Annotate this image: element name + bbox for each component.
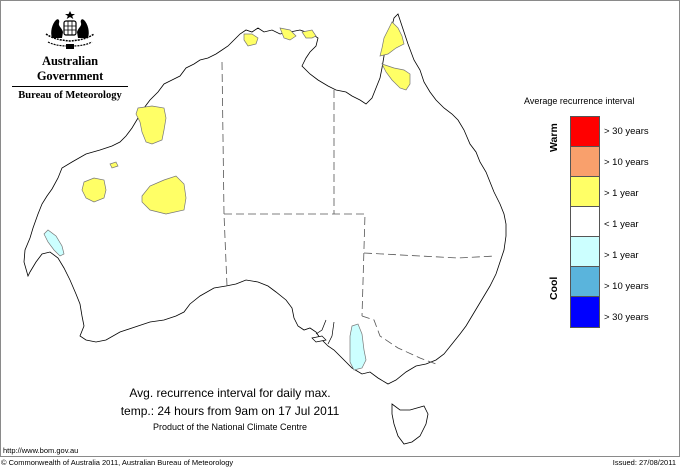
legend-label: > 10 years [604,281,649,292]
org-name: Australian Government [36,54,104,83]
state-borders [221,61,496,365]
legend-color-scale [570,116,600,328]
western-victoria-cool-region [349,323,367,371]
agency-name: Bureau of Meteorology [18,90,122,101]
legend-swatch-warm-10 [571,147,599,177]
legend-swatch-warm-30 [571,117,599,147]
tasmania-coastline [391,403,429,445]
bom-website-link[interactable]: http://www.bom.gov.au [3,446,79,455]
legend-label: > 10 years [604,157,649,168]
legend-swatch-cool-30 [571,297,599,327]
legend-warm-label: Warm [548,123,560,152]
map-caption-line-2: temp.: 24 hours from 9am on 17 Jul 2011 [120,404,340,418]
issued-date: Issued: 27/08/2011 [612,458,676,467]
legend-label: > 1 year [604,188,639,199]
geraldton-cool-region [43,229,65,257]
legend-swatch-neutral [571,207,599,237]
legend-swatch-cool-1 [571,237,599,267]
logo-divider [12,86,128,87]
warm-anomaly-regions [81,21,411,215]
gulf-outline [315,319,335,345]
legend-labels: > 30 years > 10 years > 1 year < 1 year … [604,116,649,333]
cool-anomaly-regions [43,229,367,371]
mainland-coastline [23,13,507,385]
gulf-inland-warm-region [381,63,411,91]
map-caption-line-1: Avg. recurrence interval for daily max. [129,386,331,400]
top-end-warm-region-1 [243,33,259,47]
cape-york-warm-region [379,21,405,57]
legend-swatch-cool-10 [571,267,599,297]
top-end-warm-region-2 [279,27,297,41]
top-end-warm-region-3 [301,29,317,39]
legend-swatch-warm-1 [571,177,599,207]
map-caption-product: Product of the National Climate Centre [152,422,308,432]
legend-label: > 1 year [604,250,639,261]
legend-label: > 30 years [604,312,649,323]
pilbara-warm-region [81,177,107,203]
kangaroo-island [311,335,327,343]
legend-label: > 30 years [604,126,649,137]
central-wa-warm-region [141,175,187,215]
australia-map [23,13,507,445]
legend-cool-label: Cool [548,276,560,300]
bom-logo: Australian Government Bureau of Meteorol… [8,8,132,101]
legend-title: Average recurrence interval [524,96,635,106]
kimberley-warm-region [135,105,167,145]
legend-label: < 1 year [604,219,639,230]
small-warm-spot [109,161,119,169]
coat-of-arms-icon [45,11,95,49]
copyright-notice: © Commonwealth of Australia 2011, Austra… [1,458,234,467]
